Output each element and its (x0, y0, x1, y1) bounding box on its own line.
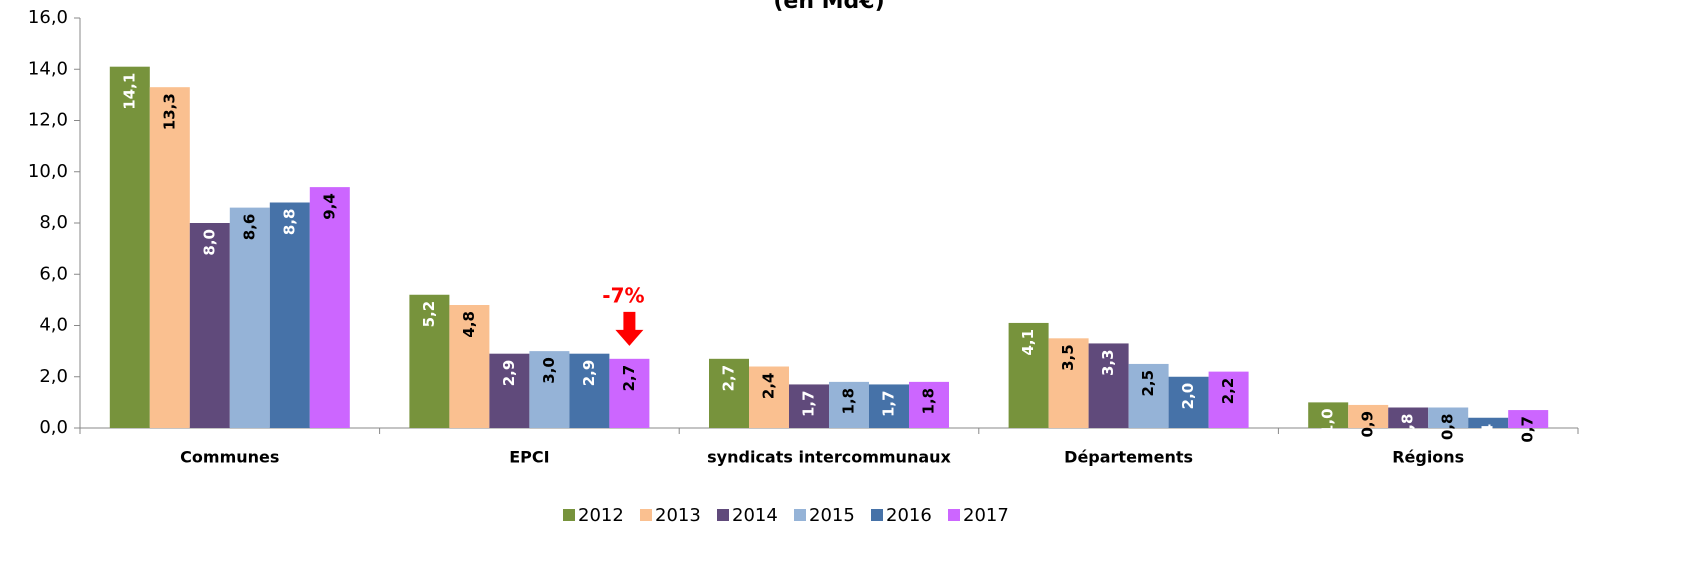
bar (529, 351, 570, 428)
legend-label: 2014 (732, 505, 778, 526)
bar (709, 358, 749, 428)
bar (409, 294, 450, 428)
y-tick-label: 14,0 (28, 58, 68, 79)
legend-swatch (563, 509, 575, 521)
bar (909, 381, 949, 428)
bar (569, 353, 610, 428)
data-label: 1,0 (1319, 408, 1337, 435)
legend-swatch (948, 509, 960, 521)
y-tick-label: 6,0 (39, 263, 68, 284)
bar (1208, 371, 1249, 428)
data-label: 2,9 (500, 360, 518, 387)
legend-label: 2017 (963, 505, 1009, 526)
y-tick-label: 0,0 (39, 417, 68, 438)
bar (1388, 407, 1429, 428)
bar (789, 384, 829, 428)
bar (229, 207, 270, 428)
legend-swatch (794, 509, 806, 521)
bar (149, 87, 190, 428)
data-label: 2,7 (720, 365, 738, 392)
y-tick-label: 8,0 (39, 212, 68, 233)
bar (269, 202, 310, 428)
data-label: 2,2 (1219, 378, 1237, 405)
y-tick-label: 10,0 (28, 161, 68, 182)
data-label: 3,3 (1099, 349, 1117, 376)
bar (1088, 343, 1129, 428)
data-label: 5,2 (420, 301, 438, 328)
bar (309, 187, 350, 428)
x-tick-label: Départements (1064, 448, 1193, 467)
data-label: 8,6 (240, 214, 258, 241)
x-tick-label: EPCI (509, 448, 549, 467)
data-label: 2,4 (760, 373, 778, 400)
annotation: -7% (602, 283, 644, 307)
arrow (615, 311, 644, 346)
data-label: 0,8 (1439, 414, 1457, 441)
data-label: 9,4 (320, 193, 338, 220)
bar (1128, 363, 1169, 428)
data-label: 0,7 (1519, 416, 1537, 443)
chart-title: (en Md€) (773, 0, 884, 14)
data-label: 1,8 (920, 388, 938, 415)
bar (449, 305, 490, 428)
y-tick-label: 16,0 (28, 7, 68, 28)
legend-swatch (640, 509, 652, 521)
bar (1348, 404, 1389, 428)
bar (1508, 410, 1549, 428)
x-tick-label: syndicats intercommunaux (707, 448, 951, 467)
legend-label: 2012 (578, 505, 624, 526)
data-label: 8,0 (200, 229, 218, 256)
data-label: 0,8 (1399, 414, 1417, 441)
data-label: 0,4 (1479, 424, 1497, 451)
data-label: 1,7 (800, 390, 818, 417)
legend-label: 2016 (886, 505, 932, 526)
bar (829, 381, 869, 428)
bar (1168, 376, 1209, 428)
bar (869, 384, 909, 428)
bar (1048, 338, 1089, 428)
data-label: 4,1 (1019, 329, 1037, 356)
data-label: 1,7 (880, 390, 898, 417)
y-tick-label: 4,0 (39, 315, 68, 336)
data-label: 8,8 (280, 209, 298, 236)
data-label: 2,0 (1179, 383, 1197, 410)
data-label: 0,9 (1359, 411, 1377, 438)
x-tick-label: Régions (1392, 448, 1464, 467)
bar (1008, 322, 1049, 428)
bar (749, 366, 789, 428)
legend-label: 2015 (809, 505, 855, 526)
data-label: 2,5 (1139, 370, 1157, 397)
y-tick-label: 2,0 (39, 366, 68, 387)
legend-swatch (871, 509, 883, 521)
legend-swatch (717, 509, 729, 521)
data-label: 2,7 (620, 365, 638, 392)
data-label: 3,0 (540, 357, 558, 384)
bar (1468, 417, 1509, 428)
bar (1308, 402, 1349, 428)
data-label: 3,5 (1059, 344, 1077, 371)
bar (109, 66, 150, 428)
data-label: 13,3 (160, 93, 178, 130)
y-tick-label: 12,0 (28, 110, 68, 131)
data-label: 1,8 (840, 388, 858, 415)
data-label: 2,9 (580, 360, 598, 387)
data-label: 4,8 (460, 311, 478, 338)
bar (189, 223, 230, 428)
bar (1428, 407, 1469, 428)
legend-label: 2013 (655, 505, 701, 526)
bar (609, 358, 650, 428)
data-label: 14,1 (120, 73, 138, 110)
x-tick-label: Communes (180, 448, 279, 467)
bar (489, 353, 530, 428)
